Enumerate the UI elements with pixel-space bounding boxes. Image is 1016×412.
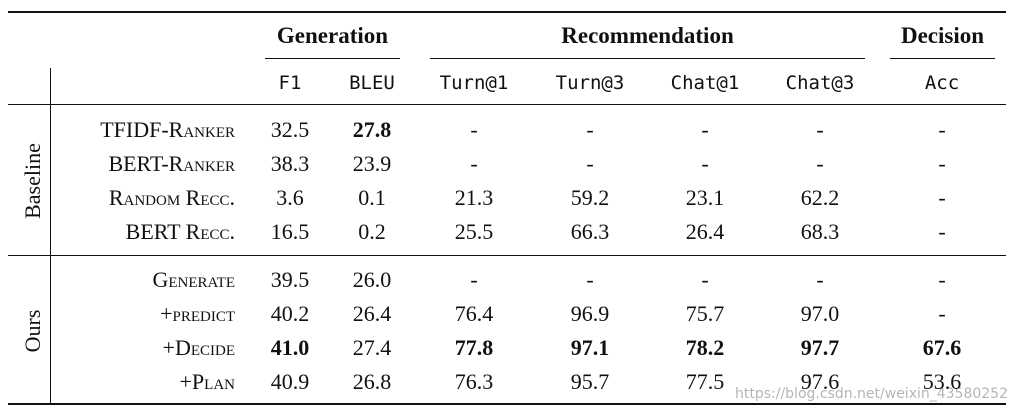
cell: - xyxy=(701,117,709,142)
cell: 77.5 xyxy=(685,369,725,394)
column-header: F1 xyxy=(278,72,302,94)
cell: 27.8 xyxy=(352,117,392,142)
cell: 3.6 xyxy=(276,185,304,210)
cell: 76.4 xyxy=(454,301,494,326)
cell: 26.4 xyxy=(352,301,392,326)
bottom-rule xyxy=(8,403,1006,405)
cell: 62.2 xyxy=(800,185,840,210)
row-name: TFIDF-Ranker xyxy=(100,117,235,142)
cell: 66.3 xyxy=(570,219,610,244)
header-rule xyxy=(8,104,1006,105)
cell: 27.4 xyxy=(352,335,392,360)
cell: - xyxy=(816,117,824,142)
row-name: +Decide xyxy=(162,335,235,360)
top-rule xyxy=(8,11,1006,13)
cell: - xyxy=(470,267,478,292)
column-header: Turn@1 xyxy=(439,72,509,94)
section-rule xyxy=(8,255,1006,256)
cell: 97.7 xyxy=(800,335,840,360)
cell: 21.3 xyxy=(454,185,494,210)
vertical-rule xyxy=(50,68,51,404)
watermark: https://blog.csdn.net/weixin_43580252 xyxy=(734,386,1008,402)
cell: - xyxy=(938,301,946,326)
cell: 78.2 xyxy=(685,335,725,360)
row-name: Generate xyxy=(152,267,235,292)
cell: 76.3 xyxy=(454,369,494,394)
cell: 95.7 xyxy=(570,369,610,394)
cell: - xyxy=(470,117,478,142)
cell: - xyxy=(470,151,478,176)
row-name: Random Recc. xyxy=(108,185,235,210)
cell: 23.9 xyxy=(352,151,392,176)
cell: - xyxy=(586,267,594,292)
cell: 38.3 xyxy=(270,151,310,176)
cell: - xyxy=(938,219,946,244)
cell: 26.4 xyxy=(685,219,725,244)
cell: 68.3 xyxy=(800,219,840,244)
column-header: Turn@3 xyxy=(555,72,625,94)
cell: 77.8 xyxy=(454,335,494,360)
group-rule xyxy=(265,58,400,59)
cell: 32.5 xyxy=(270,117,310,142)
cell: 97.0 xyxy=(800,301,840,326)
row-name: BERT Recc. xyxy=(125,219,235,244)
row-name: +Plan xyxy=(179,369,235,394)
cell: 26.8 xyxy=(352,369,392,394)
cell: - xyxy=(701,267,709,292)
cell: 96.9 xyxy=(570,301,610,326)
section-label: Ours xyxy=(20,309,45,353)
group-header: Generation xyxy=(276,23,389,48)
cell: 75.7 xyxy=(685,301,725,326)
cell: - xyxy=(586,151,594,176)
cell: - xyxy=(816,267,824,292)
group-rule xyxy=(430,58,865,59)
group-header: Decision xyxy=(900,23,985,48)
cell: 40.2 xyxy=(270,301,310,326)
section-label: Baseline xyxy=(20,143,45,219)
cell: 40.9 xyxy=(270,369,310,394)
cell: - xyxy=(938,117,946,142)
cell: - xyxy=(938,151,946,176)
column-header: Chat@3 xyxy=(785,72,855,94)
cell: 0.1 xyxy=(358,185,386,210)
cell: 97.1 xyxy=(570,335,610,360)
cell: 53.6 xyxy=(922,369,962,394)
cell: 25.5 xyxy=(454,219,494,244)
cell: 97.6 xyxy=(800,369,840,394)
column-header: BLEU xyxy=(349,72,395,94)
cell: 23.1 xyxy=(685,185,725,210)
row-name: +predict xyxy=(160,301,235,326)
cell: 59.2 xyxy=(570,185,610,210)
column-header: Chat@1 xyxy=(670,72,740,94)
row-name: BERT-Ranker xyxy=(108,151,235,176)
cell: 39.5 xyxy=(270,267,310,292)
group-header: Recommendation xyxy=(561,23,734,48)
cell: - xyxy=(938,185,946,210)
column-header: Acc xyxy=(924,72,960,94)
cell: - xyxy=(701,151,709,176)
cell: 0.2 xyxy=(358,219,386,244)
cell: 26.0 xyxy=(352,267,392,292)
cell: - xyxy=(816,151,824,176)
cell: 41.0 xyxy=(270,335,310,360)
cell: - xyxy=(586,117,594,142)
cell: 67.6 xyxy=(922,335,962,360)
cell: - xyxy=(938,267,946,292)
group-rule xyxy=(890,58,995,59)
cell: 16.5 xyxy=(270,219,310,244)
